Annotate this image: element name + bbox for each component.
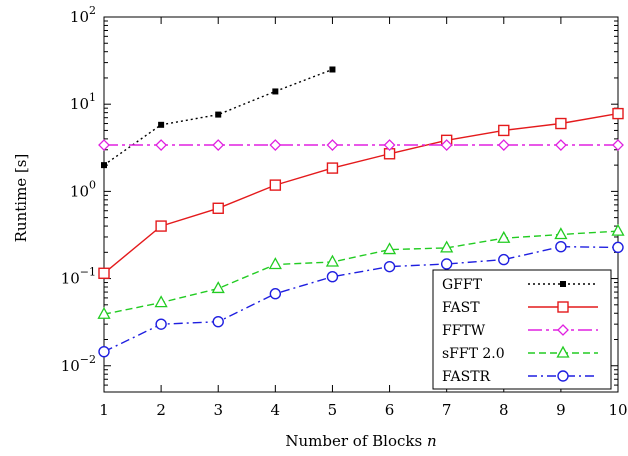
y-tick-label: 100 xyxy=(70,178,96,200)
x-tick-label: 2 xyxy=(156,401,166,419)
x-axis-title: Number of Blocks n xyxy=(285,432,436,450)
x-tick-label: 5 xyxy=(328,401,338,419)
marker-square xyxy=(555,117,567,130)
series-fast xyxy=(98,107,624,279)
legend-label: FASTR xyxy=(442,369,491,385)
marker-diamond xyxy=(98,139,110,151)
series-group xyxy=(97,66,625,358)
marker-circle xyxy=(557,370,569,382)
marker-diamond xyxy=(557,324,569,336)
marker-diamond xyxy=(326,139,339,151)
marker-square xyxy=(612,107,624,120)
marker-circle xyxy=(155,318,167,330)
marker-circle xyxy=(498,253,510,266)
marker-square xyxy=(557,301,569,313)
marker-triangle xyxy=(440,240,454,253)
marker-square xyxy=(498,124,510,137)
marker-square xyxy=(560,281,566,287)
marker-circle xyxy=(269,288,282,300)
x-tick-label: 1 xyxy=(99,401,109,419)
x-tick-label: 3 xyxy=(213,401,223,419)
marker-triangle xyxy=(382,242,397,255)
series-line xyxy=(103,112,619,274)
marker-triangle xyxy=(211,281,225,294)
x-tick-label: 9 xyxy=(556,401,566,419)
x-tick-label: 8 xyxy=(499,401,509,419)
marker-diamond xyxy=(497,139,510,151)
marker-square xyxy=(101,162,107,169)
marker-square xyxy=(215,111,222,118)
y-tick-label: 10−2 xyxy=(61,353,96,375)
series-line xyxy=(103,230,619,315)
marker-square xyxy=(326,162,339,174)
y-tick-label: 102 xyxy=(70,4,96,26)
marker-triangle xyxy=(154,295,168,308)
legend-item-fastr: FASTR xyxy=(442,369,598,385)
marker-circle xyxy=(440,258,453,270)
y-tick-label: 101 xyxy=(70,91,96,113)
series-gfft xyxy=(101,66,336,169)
x-tick-label: 7 xyxy=(442,401,452,419)
legend-item-sfft-2-0: sFFT 2.0 xyxy=(442,345,598,362)
marker-diamond xyxy=(212,139,225,151)
marker-diamond xyxy=(383,139,396,151)
marker-square xyxy=(272,88,279,95)
series-line xyxy=(103,245,619,353)
marker-diamond xyxy=(269,139,282,151)
marker-triangle xyxy=(325,254,340,267)
marker-circle xyxy=(212,316,224,328)
legend-label: sFFT 2.0 xyxy=(442,346,505,362)
legend-item-fast: FAST xyxy=(442,300,598,316)
series-fastr xyxy=(98,240,624,358)
legend-label: FFTW xyxy=(442,323,486,339)
marker-diamond xyxy=(554,139,567,151)
marker-diamond xyxy=(155,139,168,151)
marker-triangle xyxy=(611,223,625,236)
legend: GFFT FAST FFTW sFFT 2.0 FASTR xyxy=(432,269,612,390)
series-line xyxy=(103,68,333,166)
marker-triangle xyxy=(497,230,511,243)
marker-circle xyxy=(612,241,624,254)
marker-square xyxy=(98,267,110,279)
marker-circle xyxy=(383,260,396,273)
x-tick-label: 10 xyxy=(608,401,627,419)
marker-square xyxy=(269,179,282,191)
marker-diamond xyxy=(440,139,453,151)
marker-triangle xyxy=(556,345,570,358)
marker-triangle xyxy=(268,257,282,270)
marker-diamond xyxy=(612,139,624,151)
marker-circle xyxy=(555,240,567,253)
marker-circle xyxy=(326,271,339,283)
marker-square xyxy=(329,66,336,73)
legend-label: GFFT xyxy=(442,277,483,293)
x-tick-label: 6 xyxy=(385,401,395,419)
marker-square xyxy=(212,202,224,214)
marker-circle xyxy=(98,345,110,358)
y-axis-title: Runtime [s] xyxy=(12,154,30,243)
marker-triangle xyxy=(97,306,111,319)
legend-item-fftw: FFTW xyxy=(442,323,598,339)
y-tick-label: 10−1 xyxy=(61,266,96,288)
axes: 1 2 3 4 5 6 7 8 9 10 10−2 10−1 100 101 102 xyxy=(61,4,628,419)
legend-item-gfft: GFFT xyxy=(442,277,598,293)
legend-label: FAST xyxy=(442,300,480,316)
marker-square xyxy=(158,121,165,128)
x-tick-label: 4 xyxy=(271,401,281,419)
marker-square xyxy=(155,220,167,232)
series-fftw xyxy=(98,139,624,151)
series-sfft-2-0 xyxy=(97,223,625,319)
marker-triangle xyxy=(554,227,568,240)
